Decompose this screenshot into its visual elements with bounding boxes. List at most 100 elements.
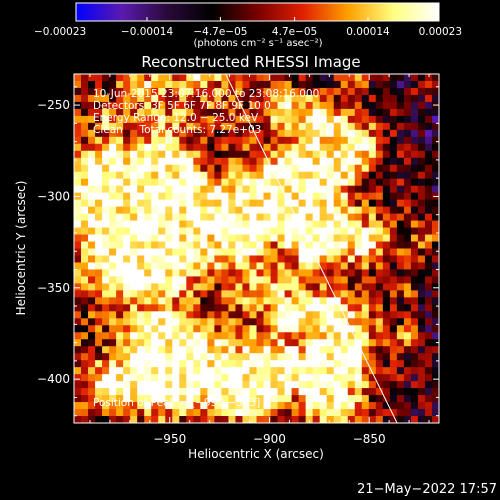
heatmap-cell [403, 360, 412, 368]
heatmap-cell [326, 332, 335, 340]
heatmap-cell [158, 220, 166, 229]
heatmap-cell [298, 360, 307, 368]
heatmap-cell [298, 80, 307, 89]
heatmap-cell [256, 360, 265, 368]
heatmap-cell [333, 283, 342, 291]
heatmap-cell [368, 269, 377, 278]
heatmap-cell [193, 381, 201, 389]
heatmap-cell [333, 381, 342, 389]
heatmap-cell [291, 297, 300, 305]
heatmap-cell [340, 262, 349, 271]
heatmap-cell [102, 185, 110, 194]
heatmap-cell [221, 74, 230, 82]
heatmap-cell [375, 171, 384, 180]
heatmap-cell [312, 227, 321, 236]
heatmap-cell [221, 346, 230, 354]
heatmap-cell [221, 409, 230, 417]
heatmap-cell [354, 367, 363, 375]
heatmap-cell [151, 318, 159, 326]
heatmap-cell [410, 136, 419, 145]
heatmap-cell [277, 185, 286, 194]
heatmap-cell [81, 311, 89, 319]
heatmap-cell [144, 283, 152, 291]
heatmap-cell [396, 234, 405, 243]
heatmap-cell [249, 395, 258, 403]
heatmap-cell [312, 290, 321, 298]
heatmap-cell [312, 74, 321, 82]
heatmap-cell [151, 283, 159, 291]
heatmap-cell [277, 367, 286, 375]
heatmap-cell [186, 297, 194, 305]
heatmap-cell [207, 164, 215, 173]
heatmap-cell [151, 206, 159, 215]
heatmap-cell [347, 178, 356, 187]
heatmap-cell [81, 206, 89, 215]
heatmap-cell [305, 402, 314, 410]
heatmap-cell [284, 241, 293, 250]
heatmap-cell [200, 136, 208, 145]
heatmap-cell [95, 157, 103, 166]
heatmap-cell [305, 108, 314, 117]
heatmap-cell [284, 304, 293, 312]
heatmap-cell [396, 318, 405, 326]
heatmap-cell [186, 409, 194, 417]
heatmap-cell [354, 332, 363, 340]
heatmap-cell [151, 353, 159, 361]
heatmap-cell [123, 122, 131, 131]
heatmap-cell [270, 129, 279, 138]
heatmap-cell [81, 157, 89, 166]
heatmap-cell [382, 339, 391, 347]
heatmap-cell [144, 220, 152, 229]
heatmap-cell [389, 402, 398, 410]
heatmap-cell [81, 101, 89, 110]
heatmap-cell [277, 374, 286, 382]
heatmap-cell [312, 80, 321, 89]
heatmap-cell [347, 213, 356, 222]
heatmap-cell [249, 150, 258, 159]
heatmap-cell [361, 164, 370, 173]
heatmap-cell [165, 395, 173, 403]
heatmap-cell [417, 360, 426, 368]
heatmap-cell [109, 276, 117, 284]
heatmap-cell [277, 416, 286, 423]
heatmap-cell [375, 346, 384, 354]
heatmap-cell [116, 374, 124, 382]
heatmap-cell [361, 171, 370, 180]
heatmap-cell [200, 318, 208, 326]
heatmap-cell [221, 381, 230, 389]
heatmap-cell [214, 311, 223, 319]
heatmap-cell [221, 339, 230, 347]
heatmap-cell [186, 108, 194, 117]
heatmap-cell [424, 80, 433, 89]
heatmap-cell [228, 74, 237, 82]
heatmap-cell [256, 402, 265, 410]
heatmap-cell [179, 192, 187, 201]
heatmap-cell [249, 87, 258, 96]
heatmap-cell [410, 325, 419, 333]
heatmap-cell [263, 164, 272, 173]
heatmap-cell [151, 74, 159, 82]
heatmap-cell [403, 213, 412, 222]
heatmap-cell [235, 74, 244, 82]
heatmap-cell [431, 241, 439, 250]
heatmap-cell [158, 290, 166, 298]
heatmap-cell [165, 94, 173, 103]
heatmap-cell [284, 108, 293, 117]
heatmap-cell [389, 108, 398, 117]
heatmap-cell [228, 360, 237, 368]
heatmap-cell [137, 409, 145, 417]
heatmap-cell [277, 171, 286, 180]
heatmap-cell [81, 318, 89, 326]
heatmap-cell [221, 332, 230, 340]
heatmap-cell [165, 402, 173, 410]
heatmap-cell [123, 374, 131, 382]
heatmap-cell [382, 157, 391, 166]
heatmap-cell [249, 157, 258, 166]
heatmap-cell [305, 409, 314, 417]
heatmap-cell [179, 304, 187, 312]
heatmap-cell [151, 332, 159, 340]
heatmap-cell [333, 199, 342, 208]
heatmap-cell [326, 402, 335, 410]
heatmap-cell [235, 311, 244, 319]
heatmap-cell [298, 94, 307, 103]
